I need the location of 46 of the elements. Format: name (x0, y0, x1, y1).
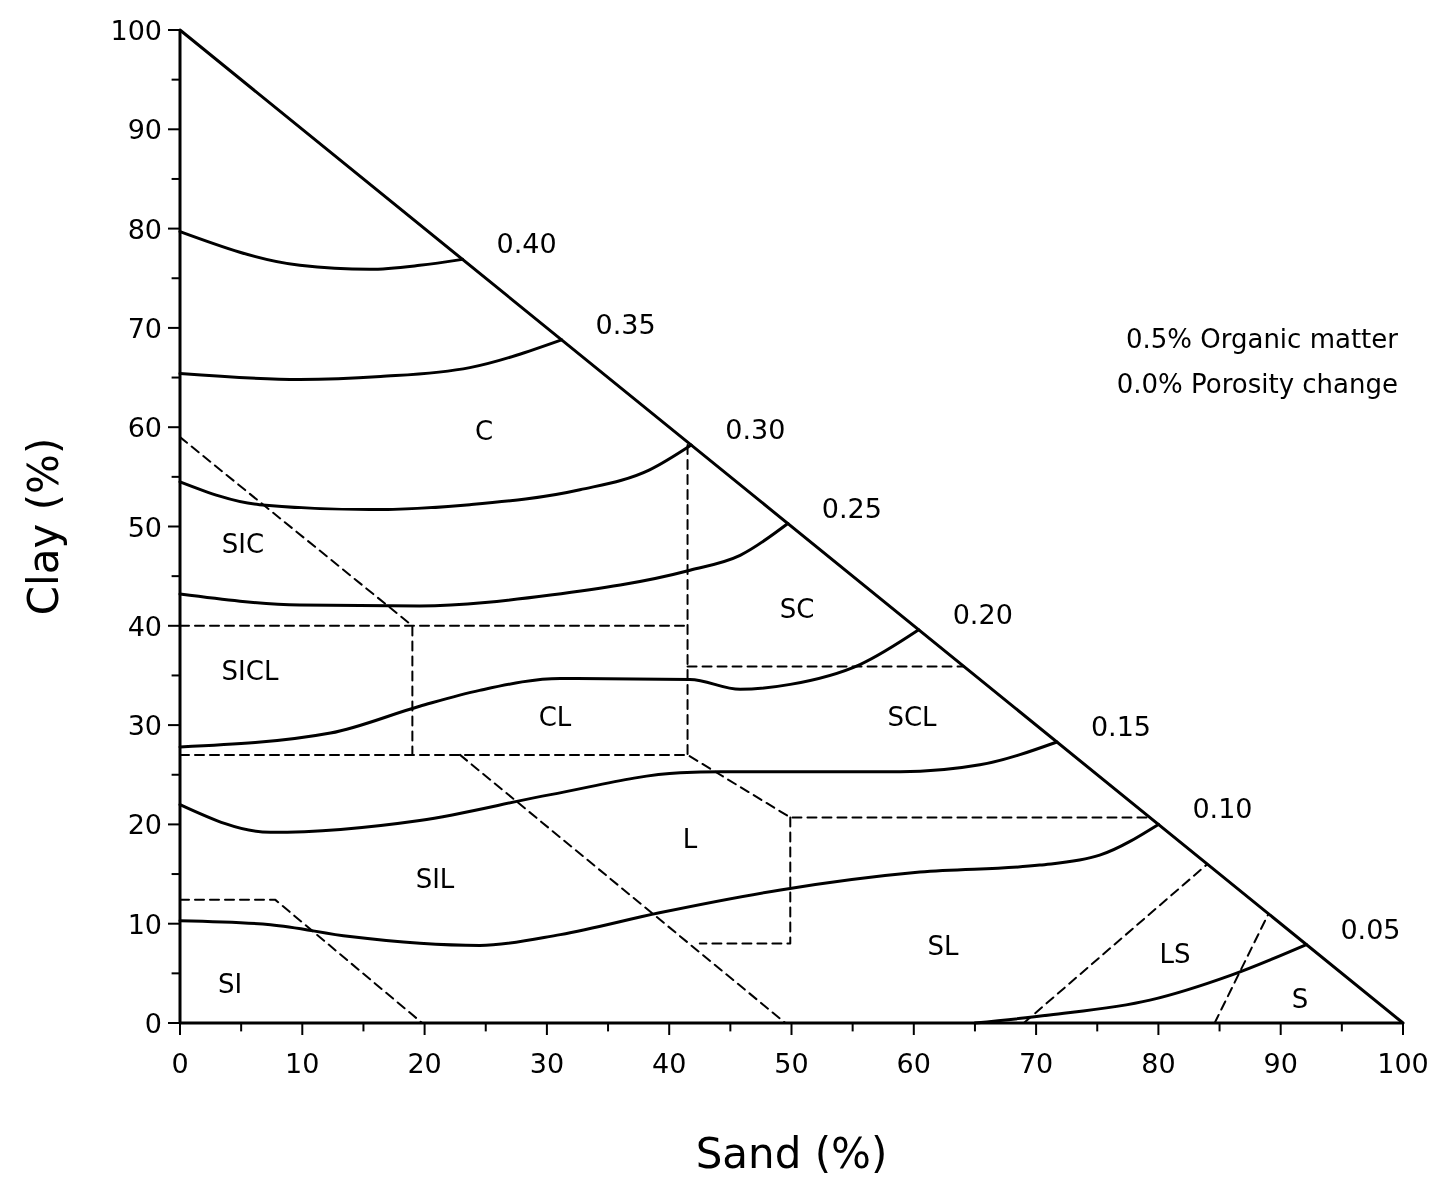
annotation: LS (1159, 938, 1191, 969)
y-tick-label: 90 (127, 114, 162, 146)
x-tick-label: 50 (774, 1048, 809, 1079)
y-tick-label: 20 (127, 809, 162, 841)
annotation: S (1291, 983, 1309, 1014)
x-tick-label: 100 (1377, 1048, 1429, 1079)
y-tick-label: 10 (127, 908, 162, 940)
y-tick-label: 100 (110, 15, 162, 46)
x-tick-label: 70 (1018, 1048, 1054, 1079)
annotation: 0.5% Organic matter (1125, 323, 1399, 354)
y-tick-label: 40 (127, 610, 162, 642)
series-label: 0.25 (821, 492, 882, 524)
annotation: C (474, 415, 494, 446)
y-tick-label: 50 (127, 511, 162, 543)
x-tick-label: 80 (1141, 1048, 1176, 1079)
annotation: SCL (887, 701, 938, 732)
y-tick-label: 0 (144, 1008, 162, 1039)
x-axis-title: Sand (%) (695, 1129, 888, 1178)
x-tick-label: 60 (896, 1048, 931, 1079)
y-tick-label: 70 (127, 312, 162, 344)
series-label: 0.20 (952, 598, 1013, 630)
annotation: 0.0% Porosity change (1116, 368, 1398, 399)
series-label: 0.05 (1340, 913, 1401, 945)
annotation: SIC (221, 528, 265, 559)
annotation: SL (927, 930, 959, 961)
annotation: SI (217, 968, 243, 999)
x-tick-label: 90 (1263, 1048, 1298, 1079)
annotation: SICL (221, 655, 279, 686)
series-label: 0.40 (496, 228, 557, 260)
y-tick-label: 80 (127, 213, 162, 245)
x-tick-label: 30 (529, 1048, 565, 1079)
series-label: 0.15 (1090, 710, 1152, 742)
x-tick-label: 10 (285, 1048, 320, 1079)
y-axis-title: Clay (%) (19, 437, 68, 616)
series-label: 0.35 (595, 308, 656, 340)
y-tick-label: 30 (127, 710, 162, 742)
series-label: 0.10 (1192, 793, 1253, 825)
annotation: SC (779, 593, 815, 624)
x-tick-label: 20 (407, 1048, 442, 1079)
x-tick-label: 40 (652, 1048, 687, 1079)
y-tick-label: 60 (127, 412, 162, 444)
annotation: L (682, 823, 698, 854)
series-label: 0.30 (725, 414, 786, 446)
x-tick-label: 0 (171, 1048, 189, 1079)
annotation: SIL (415, 863, 455, 894)
annotation: CL (538, 701, 572, 732)
